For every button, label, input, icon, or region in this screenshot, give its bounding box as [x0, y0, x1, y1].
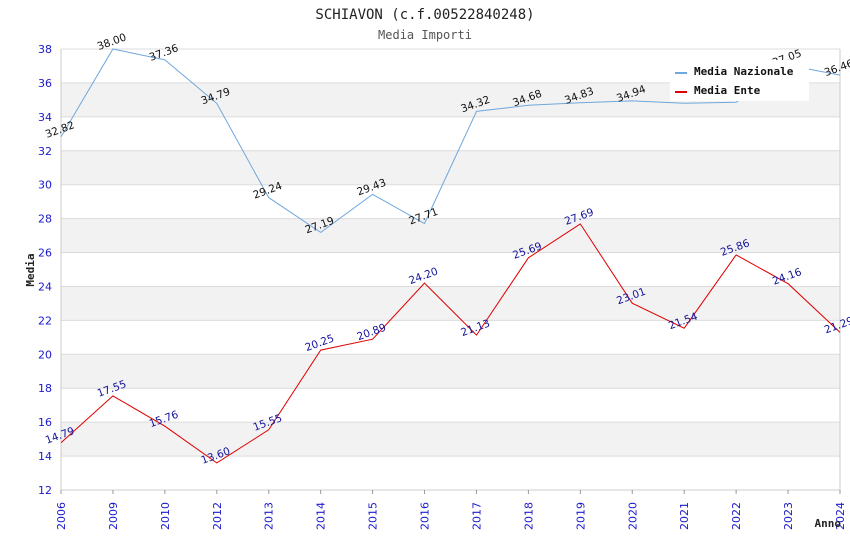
legend: Media Nazionale Media Ente: [670, 60, 809, 101]
chart-title: SCHIAVON (c.f.00522840248): [315, 7, 534, 23]
y-tick-label: 32: [38, 145, 52, 158]
data-label: 36.46: [823, 57, 850, 79]
y-tick-label: 20: [38, 348, 52, 361]
grid-bands: [61, 82, 840, 457]
x-tick-label: 2016: [419, 502, 432, 530]
x-tick-label: 2009: [107, 502, 120, 530]
x-tick-label: 2018: [522, 502, 535, 530]
y-axis-label: Media: [24, 253, 37, 286]
chart-subtitle: Media Importi: [378, 28, 472, 42]
grid-band: [61, 286, 840, 321]
y-tick-label: 34: [38, 111, 52, 124]
x-tick-label: 2012: [211, 502, 224, 530]
y-tick-label: 22: [38, 314, 52, 327]
data-label: 24.16: [771, 266, 804, 288]
x-tick-label: 2017: [470, 502, 483, 530]
legend-label: Media Ente: [694, 84, 761, 97]
y-tick-label: 24: [38, 280, 52, 293]
grid-band: [61, 218, 840, 253]
x-tick-label: 2013: [263, 502, 276, 530]
x-tick-label: 2021: [678, 502, 691, 530]
x-tick-label: 2006: [55, 502, 68, 530]
y-tick-label: 16: [38, 416, 52, 429]
y-tick-label: 28: [38, 213, 52, 226]
x-tick-label: 2019: [574, 502, 587, 530]
y-tick-label: 36: [38, 77, 52, 90]
grid-band: [61, 422, 840, 457]
y-tick-label: 30: [38, 179, 52, 192]
y-tick-label: 12: [38, 484, 52, 497]
x-tick-label: 2023: [782, 502, 795, 530]
y-tick-label: 18: [38, 382, 52, 395]
grid-band: [61, 354, 840, 389]
y-tick-label: 26: [38, 247, 52, 260]
series-line-media-nazionale: [60, 48, 841, 234]
data-label: 37.36: [148, 42, 181, 64]
y-tick-label: 38: [38, 43, 52, 56]
x-tick-label: 2015: [367, 502, 380, 530]
series-lines: [60, 48, 841, 464]
x-tick-label: 2022: [730, 502, 743, 530]
series-line-media-ente: [60, 223, 841, 464]
data-label: 38.00: [96, 31, 128, 53]
x-tick-label: 2014: [315, 502, 328, 530]
x-tick-label: 2010: [159, 502, 172, 530]
y-tick-label: 14: [38, 450, 52, 463]
x-tick-label: 2024: [834, 502, 847, 530]
x-axis-label: Anno: [815, 517, 842, 530]
legend-box: [670, 60, 809, 101]
legend-label: Media Nazionale: [694, 65, 794, 78]
x-tick-label: 2020: [626, 502, 639, 530]
